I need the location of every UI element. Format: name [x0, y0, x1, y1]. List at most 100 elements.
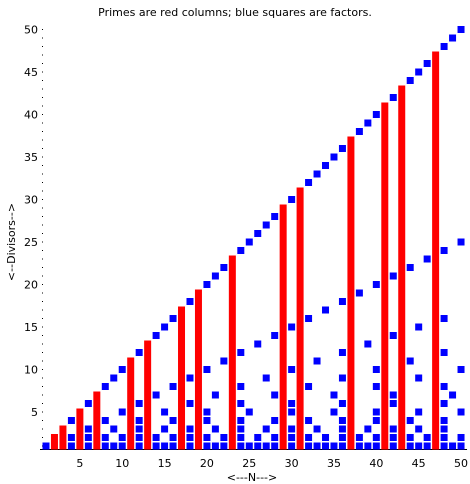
factor-square — [186, 298, 194, 305]
factor-square — [338, 425, 346, 433]
factor-square — [211, 272, 219, 280]
factor-square — [330, 153, 338, 161]
factor-square — [67, 442, 75, 450]
factor-square — [203, 366, 211, 373]
factor-square — [203, 434, 211, 441]
factor-square — [406, 442, 414, 450]
factor-square — [118, 408, 126, 416]
factor-square — [84, 400, 92, 407]
prime-column — [432, 51, 440, 450]
factor-square — [389, 400, 397, 407]
factor-square — [415, 408, 423, 416]
factor-square — [372, 408, 380, 416]
factor-square — [262, 425, 270, 433]
factor-square — [372, 366, 380, 373]
factor-square — [101, 434, 109, 441]
factor-square — [322, 306, 330, 314]
factor-square — [288, 400, 296, 407]
prime-columns — [50, 51, 440, 450]
factor-square — [457, 26, 465, 33]
factor-square — [372, 383, 380, 390]
factor-square — [423, 434, 431, 441]
factor-square — [152, 434, 160, 441]
factor-square — [186, 434, 194, 441]
factor-square — [220, 434, 228, 441]
factor-square — [449, 442, 457, 450]
prime-column — [50, 434, 58, 450]
factor-square — [152, 391, 160, 399]
factor-square — [67, 417, 75, 424]
factor-square — [288, 408, 296, 416]
factor-square — [101, 442, 109, 450]
y-tick-label: 25 — [24, 236, 38, 249]
factor-square — [372, 281, 380, 288]
prime-column — [76, 408, 84, 450]
factor-square — [322, 442, 330, 450]
x-tick-label: 30 — [285, 457, 299, 470]
factor-square — [440, 383, 448, 390]
factor-square — [237, 383, 245, 390]
chart-title: Primes are red columns; blue squares are… — [98, 6, 372, 19]
x-tick-label: 15 — [158, 457, 172, 470]
factor-square — [338, 349, 346, 356]
factor-square — [338, 374, 346, 382]
factor-square — [186, 425, 194, 433]
factor-square — [288, 323, 296, 331]
factor-square — [110, 425, 118, 433]
factor-square — [440, 43, 448, 50]
factor-square — [372, 111, 380, 118]
factor-square — [152, 332, 160, 339]
factor-square — [440, 442, 448, 450]
factor-square — [449, 34, 457, 42]
factor-square — [457, 408, 465, 416]
factor-square — [423, 60, 431, 67]
factor-square — [237, 400, 245, 407]
factor-square — [338, 298, 346, 305]
factor-square — [322, 162, 330, 169]
y-tick-label: 50 — [24, 24, 38, 37]
factor-square — [440, 425, 448, 433]
factor-square — [338, 417, 346, 424]
factor-square — [254, 442, 262, 450]
factor-square — [305, 442, 313, 450]
factor-square — [118, 442, 126, 450]
factor-square — [457, 434, 465, 441]
factor-square — [161, 425, 169, 433]
factor-square — [186, 374, 194, 382]
factor-square — [237, 425, 245, 433]
factor-square — [338, 145, 346, 152]
factor-square — [220, 357, 228, 365]
factor-square — [338, 400, 346, 407]
factor-square — [169, 315, 177, 322]
factor-square — [169, 442, 177, 450]
factor-square — [161, 408, 169, 416]
factor-square — [423, 442, 431, 450]
factor-square — [305, 315, 313, 322]
x-tick-labels: 5 10 15 20 25 30 35 40 45 50 — [76, 457, 468, 470]
factor-square — [389, 94, 397, 101]
factor-square — [288, 366, 296, 373]
prime-column — [398, 85, 406, 450]
factor-square — [84, 425, 92, 433]
factor-square — [406, 434, 414, 441]
factor-square — [415, 323, 423, 331]
y-tick-label: 5 — [31, 406, 38, 419]
factor-square — [186, 442, 194, 450]
y-axis — [42, 29, 43, 447]
factor-square — [237, 349, 245, 356]
y-axis-label: <--Divisors--> — [5, 203, 18, 281]
factor-square — [288, 196, 296, 203]
factor-square — [364, 340, 372, 348]
factor-square — [440, 315, 448, 322]
factor-square — [415, 425, 423, 433]
factor-square — [271, 391, 279, 399]
factor-square — [406, 264, 414, 271]
factor-square — [237, 417, 245, 424]
x-tick-label: 40 — [369, 457, 383, 470]
factor-square — [135, 400, 143, 407]
factor-square — [330, 391, 338, 399]
factor-square — [406, 417, 414, 424]
factor-square — [449, 391, 457, 399]
y-tick-label: 20 — [24, 279, 38, 292]
